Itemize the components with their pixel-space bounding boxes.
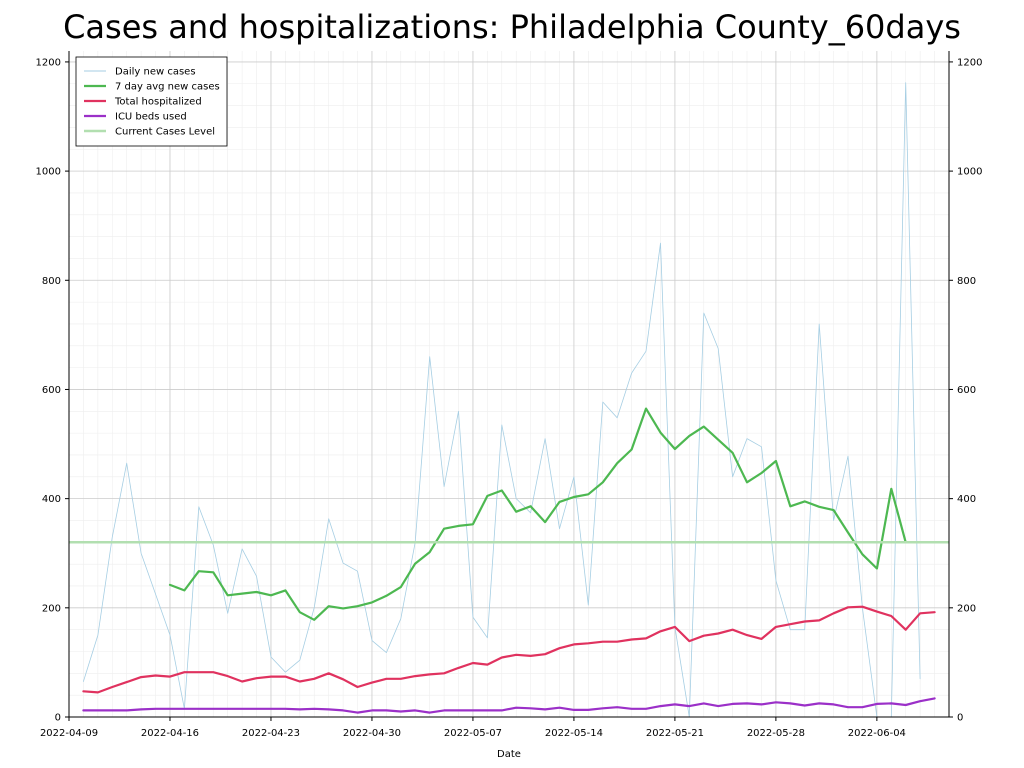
x-tick-label: 2022-06-04: [848, 728, 906, 739]
x-tick-label: 2022-05-14: [545, 728, 603, 739]
y-tick-label-left: 400: [42, 494, 61, 505]
y-tick-label-right: 1200: [957, 57, 982, 68]
legend-label: Current Cases Level: [115, 127, 215, 138]
legend-label: ICU beds used: [115, 112, 187, 123]
y-tick-label-right: 600: [957, 385, 976, 396]
y-tick-label-left: 1000: [36, 167, 61, 178]
x-tick-label: 2022-04-30: [343, 728, 401, 739]
series-3: [82, 697, 936, 714]
x-tick-label: 2022-04-09: [40, 728, 98, 739]
y-tick-label-right: 0: [957, 713, 963, 724]
series-2: [82, 605, 936, 694]
series-0: [83, 82, 921, 718]
plot-area: [69, 51, 949, 717]
x-tick-label: 2022-05-07: [444, 728, 502, 739]
y-tick-label-left: 1200: [36, 57, 61, 68]
x-axis-label: Date: [497, 749, 521, 760]
legend-label: Total hospitalized: [114, 97, 202, 108]
series-line: [82, 697, 936, 714]
ticks-layer: 0 0 200 200 400 400 600 600 800 800 1000 1000 1200 12…: [36, 57, 983, 739]
series-1: [168, 407, 907, 621]
axes-layer: [68, 51, 950, 718]
x-tick-label: 2022-04-23: [242, 728, 300, 739]
y-tick-label-left: 0: [55, 713, 61, 724]
y-tick-label-right: 800: [957, 276, 976, 287]
x-tick-label: 2022-05-28: [747, 728, 805, 739]
y-tick-label-left: 800: [42, 276, 61, 287]
x-tick-label: 2022-05-21: [646, 728, 704, 739]
series-line: [82, 605, 936, 694]
x-tick-label: 2022-04-16: [141, 728, 199, 739]
legend-label: Daily new cases: [115, 67, 196, 78]
legend: Daily new cases 7 day avg new cases Total …: [75, 56, 228, 147]
series-line: [83, 82, 921, 718]
y-tick-label-left: 600: [42, 385, 61, 396]
series-layer: [69, 82, 949, 718]
chart-title: Cases and hospitalizations: Philadelphia…: [63, 8, 961, 46]
y-tick-label-left: 200: [42, 603, 61, 614]
y-tick-label-right: 200: [957, 603, 976, 614]
y-tick-label-right: 400: [957, 494, 976, 505]
series-line: [168, 407, 907, 621]
legend-label: 7 day avg new cases: [115, 82, 220, 93]
y-tick-label-right: 1000: [957, 167, 982, 178]
